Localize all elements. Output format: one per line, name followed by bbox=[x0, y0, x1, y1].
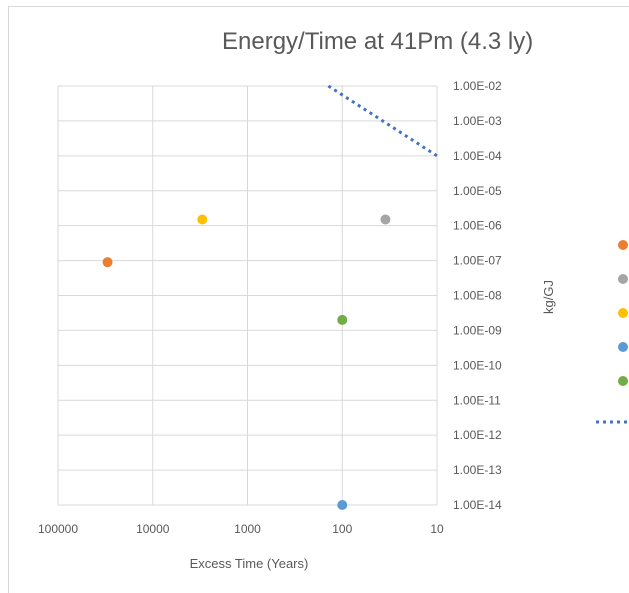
x-tick-label: 1000 bbox=[234, 522, 261, 536]
y-tick-label: 1.00E-07 bbox=[453, 254, 502, 268]
x-axis-title: Excess Time (Years) bbox=[190, 556, 309, 571]
y-tick-label: 1.00E-11 bbox=[453, 393, 501, 407]
chart-title: Energy/Time at 41Pm (4.3 ly) bbox=[222, 28, 534, 55]
legend bbox=[596, 240, 629, 424]
legend-marker bbox=[618, 274, 628, 284]
x-tick-label: 10 bbox=[430, 522, 444, 536]
x-tick-label: 100 bbox=[332, 522, 352, 536]
y-tick-label: 1.00E-06 bbox=[453, 219, 502, 233]
legend-marker bbox=[618, 308, 628, 318]
y-tick-label: 1.00E-13 bbox=[453, 463, 502, 477]
chart-frame bbox=[8, 6, 629, 593]
y-tick-label: 1.00E-14 bbox=[453, 498, 502, 512]
y-tick-label: 1.00E-12 bbox=[453, 428, 502, 442]
data-point bbox=[102, 257, 113, 268]
x-tick-label: 100000 bbox=[38, 522, 78, 536]
x-tick-label: 10000 bbox=[136, 522, 170, 536]
legend-marker bbox=[618, 342, 628, 352]
y-tick-label: 1.00E-02 bbox=[453, 79, 502, 93]
legend-marker bbox=[618, 240, 628, 250]
data-point bbox=[337, 314, 348, 325]
y-tick-label: 1.00E-05 bbox=[453, 184, 502, 198]
y-tick-label: 1.00E-04 bbox=[453, 149, 502, 163]
data-point bbox=[380, 214, 391, 225]
y-tick-label: 1.00E-10 bbox=[453, 358, 502, 372]
y-tick-labels: 1.00E-02 1.00E-03 1.00E-04 1.00E-05 1.00E-06… bbox=[453, 79, 502, 512]
data-point bbox=[337, 500, 348, 510]
y-tick-label: 1.00E-08 bbox=[453, 289, 502, 303]
y-tick-label: 1.00E-09 bbox=[453, 323, 502, 337]
legend-marker bbox=[618, 376, 628, 386]
data-point bbox=[197, 214, 208, 225]
trend-line bbox=[327, 84, 438, 158]
y-axis-title: kg/GJ bbox=[541, 280, 556, 314]
data-marks bbox=[102, 84, 438, 510]
y-tick-label: 1.00E-03 bbox=[453, 114, 502, 128]
x-tick-labels: 100000 10000 1000 100 10 bbox=[38, 522, 444, 536]
gridlines bbox=[57, 85, 438, 506]
